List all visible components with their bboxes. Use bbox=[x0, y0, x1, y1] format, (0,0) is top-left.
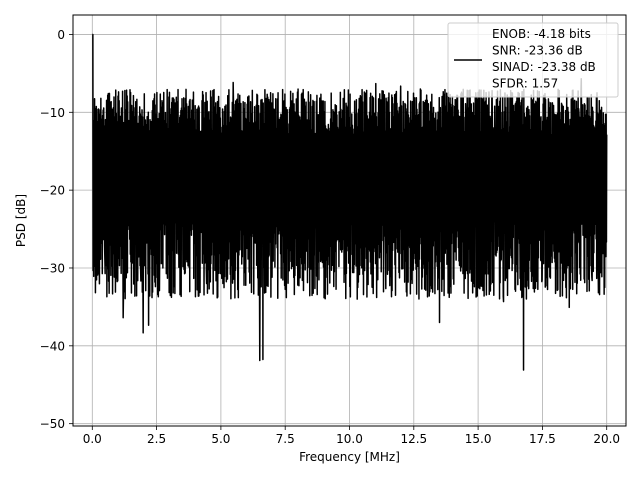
psd-series-line bbox=[91, 33, 608, 371]
plot-area bbox=[91, 33, 608, 371]
y-tick-label: −40 bbox=[40, 339, 65, 353]
y-tick-label: −20 bbox=[40, 184, 65, 198]
y-tick-label: −10 bbox=[40, 106, 65, 120]
y-axis-ticks: 0 −10 −20 −30 −40 −50 bbox=[40, 28, 73, 431]
x-tick-label: 12.5 bbox=[400, 432, 427, 446]
legend-box bbox=[447, 22, 619, 98]
legend-sfdr: SFDR: 1.57 bbox=[492, 77, 558, 91]
legend: ENOB: -4.18 bits SNR: -23.36 dB SINAD: -… bbox=[447, 22, 619, 98]
legend-enob: ENOB: -4.18 bits bbox=[492, 27, 591, 41]
x-tick-label: 7.5 bbox=[276, 432, 295, 446]
legend-sinad: SINAD: -23.38 dB bbox=[492, 60, 596, 74]
y-tick-label: −50 bbox=[40, 417, 65, 431]
x-tick-label: 17.5 bbox=[529, 432, 556, 446]
x-tick-label: 10.0 bbox=[336, 432, 363, 446]
x-axis-ticks: 0.0 2.5 5.0 7.5 10.0 12.5 15.0 17.5 20.0 bbox=[83, 426, 620, 446]
x-tick-label: 20.0 bbox=[593, 432, 620, 446]
x-tick-label: 15.0 bbox=[465, 432, 492, 446]
x-tick-label: 0.0 bbox=[83, 432, 102, 446]
y-tick-label: 0 bbox=[57, 28, 65, 42]
x-tick-label: 2.5 bbox=[147, 432, 166, 446]
x-tick-label: 5.0 bbox=[211, 432, 230, 446]
legend-snr: SNR: -23.36 dB bbox=[492, 44, 583, 58]
x-axis-label: Frequency [MHz] bbox=[299, 450, 400, 464]
y-axis-label: PSD [dB] bbox=[14, 194, 28, 247]
y-tick-label: −30 bbox=[40, 261, 65, 275]
